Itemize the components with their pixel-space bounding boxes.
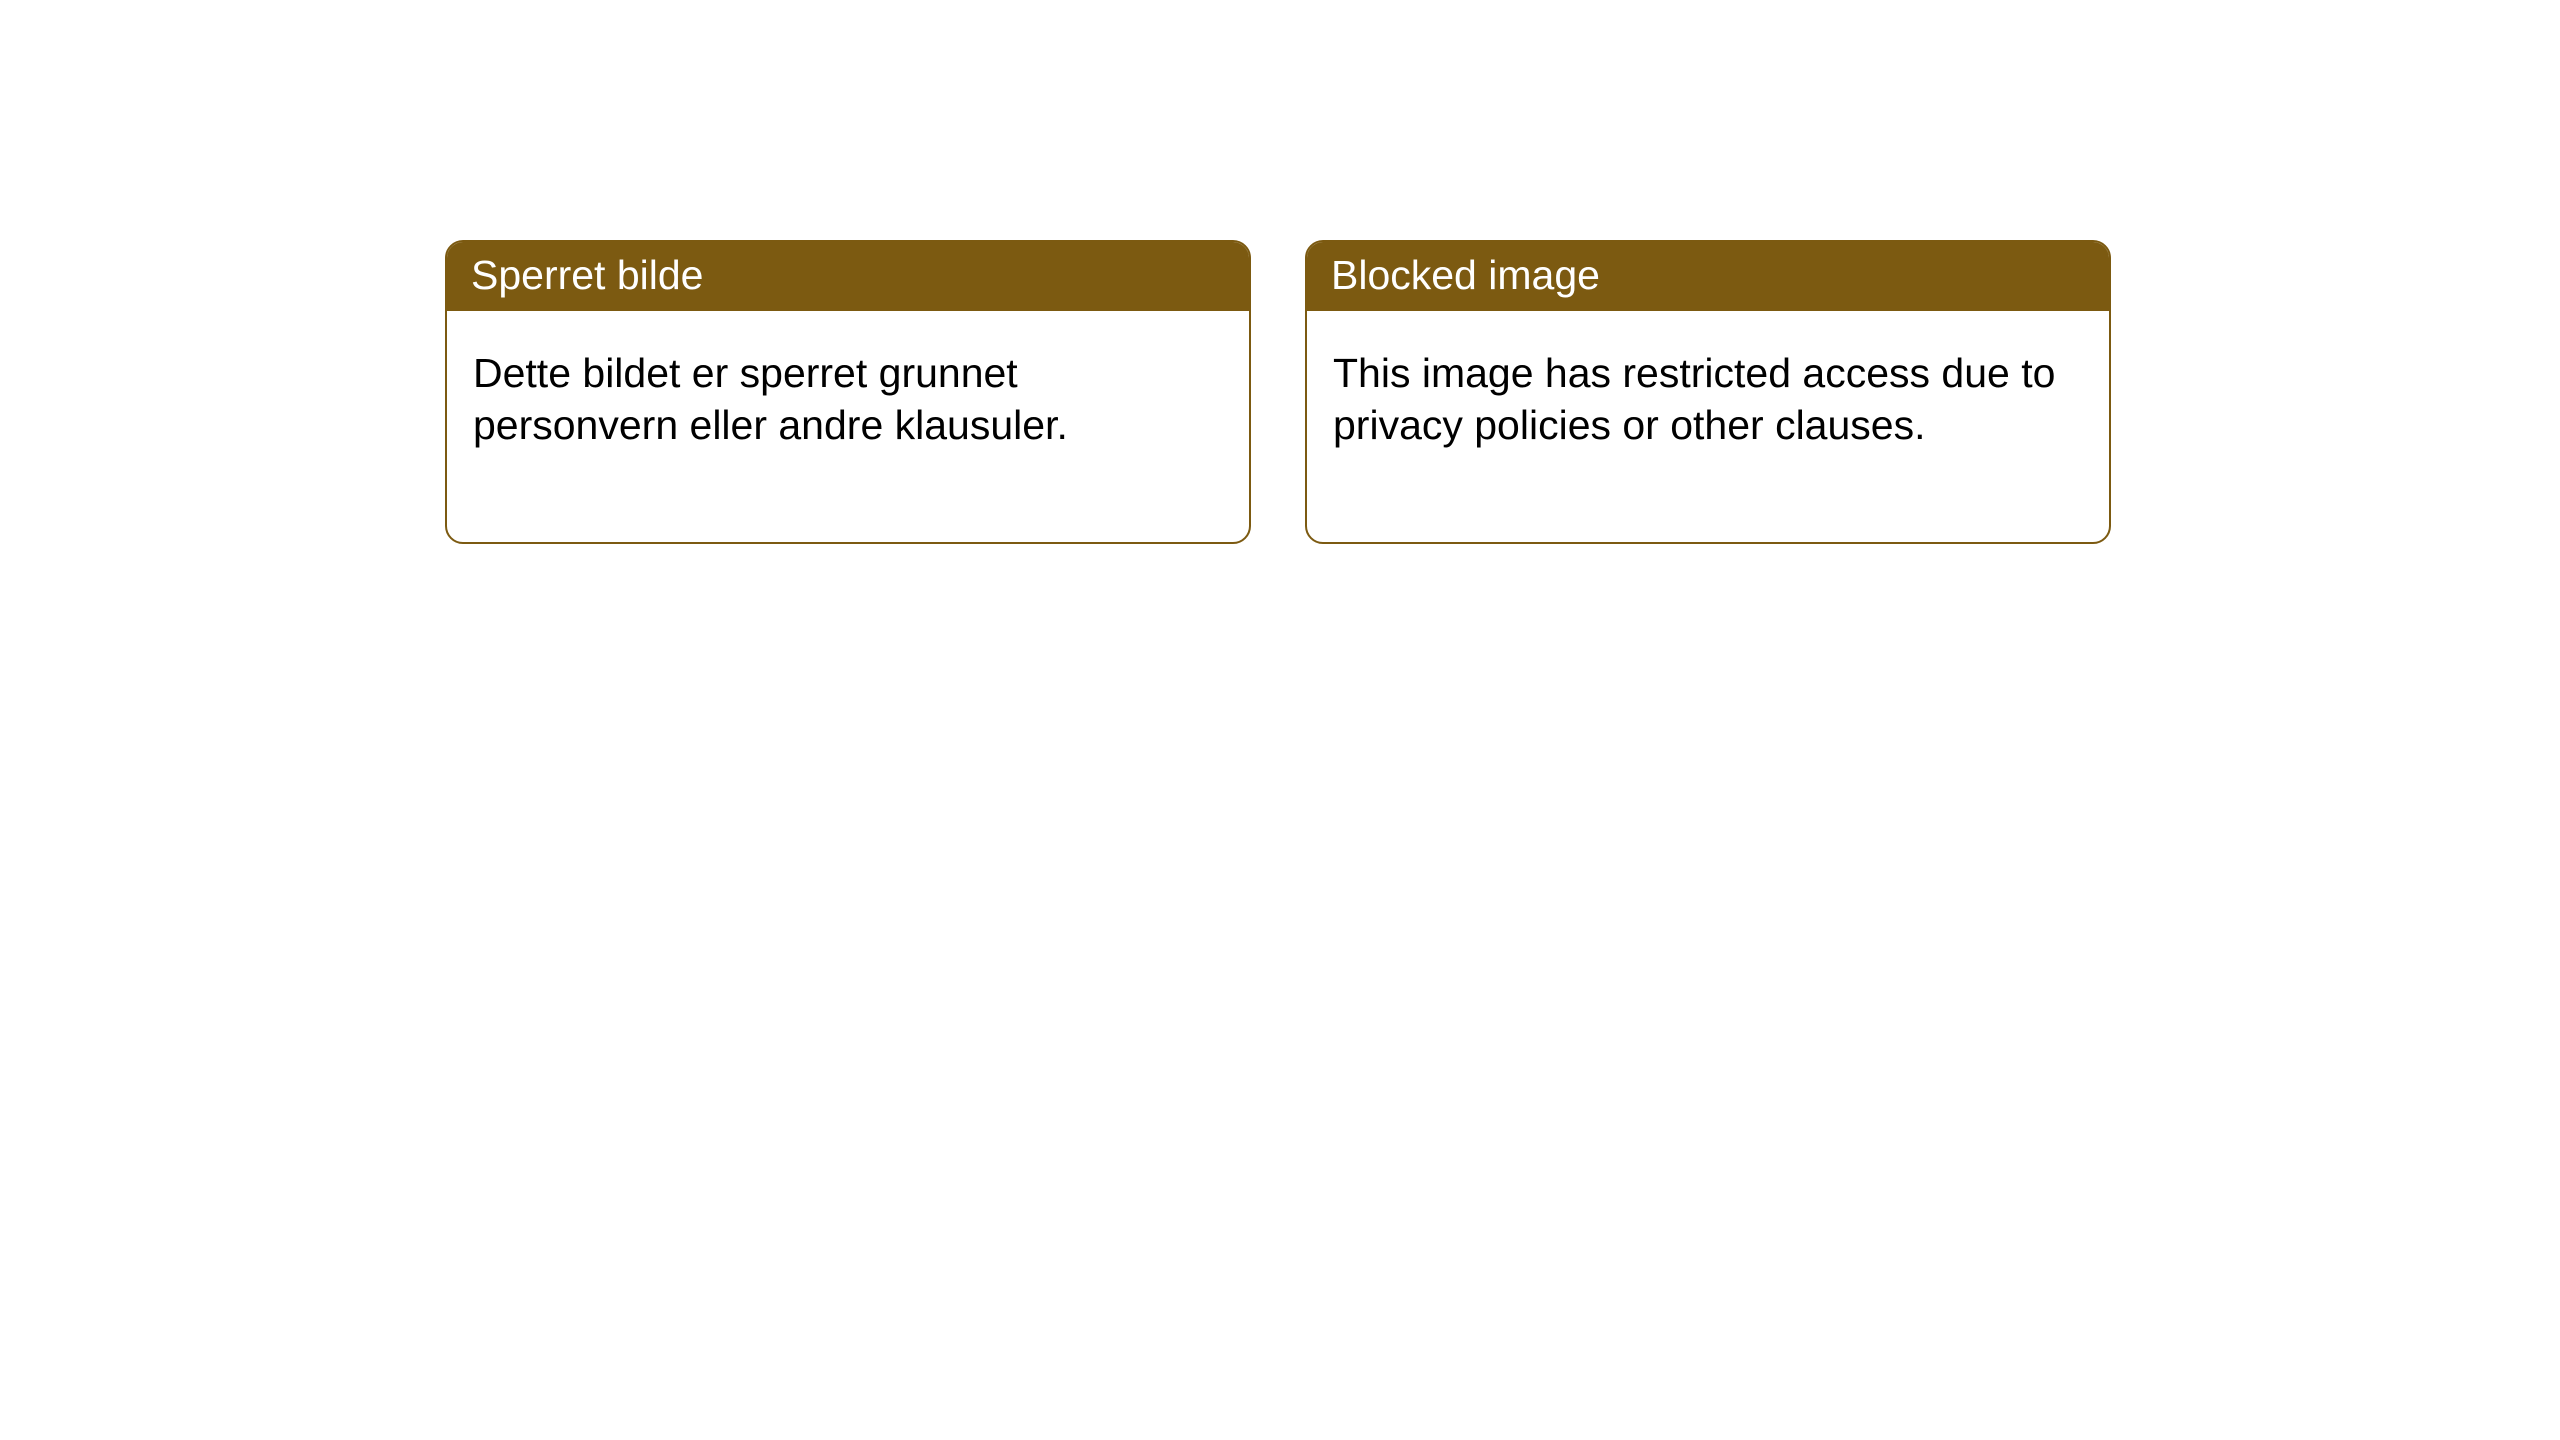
card-title-no: Sperret bilde bbox=[447, 242, 1249, 311]
blocked-image-card-en: Blocked image This image has restricted … bbox=[1305, 240, 2111, 544]
card-body-en: This image has restricted access due to … bbox=[1307, 311, 2109, 542]
card-title-en: Blocked image bbox=[1307, 242, 2109, 311]
card-container: Sperret bilde Dette bildet er sperret gr… bbox=[0, 0, 2560, 544]
card-body-no: Dette bildet er sperret grunnet personve… bbox=[447, 311, 1249, 542]
blocked-image-card-no: Sperret bilde Dette bildet er sperret gr… bbox=[445, 240, 1251, 544]
